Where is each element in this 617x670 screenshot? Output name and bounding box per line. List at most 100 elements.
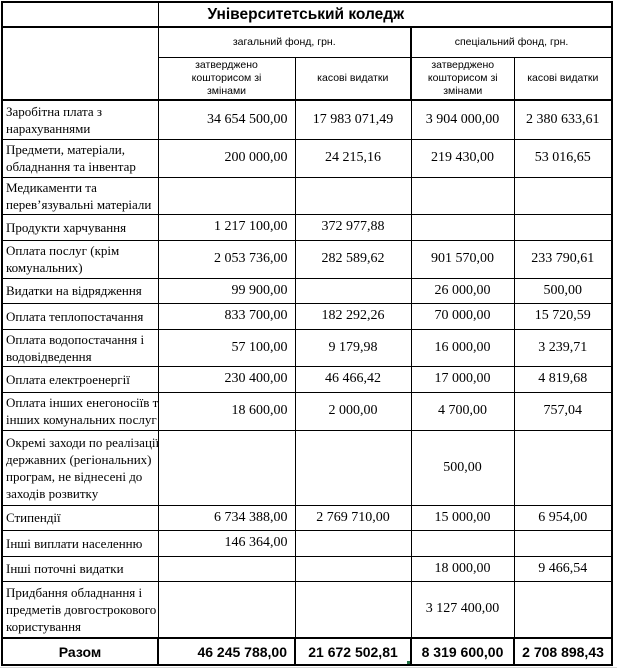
- value-cell[interactable]: 282 589,62: [294, 239, 412, 279]
- value-cell[interactable]: 1 217 100,00: [157, 213, 296, 241]
- value-cell[interactable]: 16 000,00: [410, 328, 515, 367]
- value-cell[interactable]: 182 292,26: [294, 302, 412, 330]
- value-cell[interactable]: [157, 176, 296, 215]
- total-value-cell[interactable]: 46 245 788,00: [157, 637, 296, 666]
- value-cell[interactable]: 2 053 736,00: [157, 239, 296, 279]
- value-cell[interactable]: [157, 580, 296, 639]
- value-cell[interactable]: 500,00: [513, 277, 613, 304]
- value-cell[interactable]: 3 904 000,00: [410, 99, 515, 140]
- value-cell[interactable]: [513, 213, 613, 241]
- value-cell[interactable]: 6 734 388,00: [157, 504, 296, 531]
- value-cell[interactable]: [294, 176, 412, 215]
- row-label[interactable]: Оплата інших енегоносіїв та інших комуна…: [1, 391, 159, 431]
- value-cell[interactable]: 15 720,59: [513, 302, 613, 330]
- table-row: Видатки на відрядження 99 900,00 26 000,…: [1, 277, 613, 304]
- row-label[interactable]: Оплата електроенергії: [1, 365, 159, 393]
- value-cell[interactable]: 6 954,00: [513, 504, 613, 531]
- value-cell[interactable]: 26 000,00: [410, 277, 515, 304]
- fill-handle[interactable]: [406, 660, 409, 663]
- value-cell[interactable]: 18 600,00: [157, 391, 296, 431]
- value-cell[interactable]: 2 380 633,61: [513, 99, 613, 140]
- value-cell[interactable]: [294, 529, 412, 557]
- fund-header-special[interactable]: спеціальний фонд, грн.: [409, 26, 613, 58]
- total-value-cell[interactable]: 2 708 898,43: [512, 637, 614, 666]
- value-cell[interactable]: 372 977,88: [294, 213, 412, 241]
- value-cell[interactable]: [513, 176, 613, 215]
- row-label[interactable]: Заробітна плата з нарахуваннями: [1, 99, 159, 140]
- value-cell[interactable]: [513, 580, 613, 639]
- row-label[interactable]: Оплата водопостачання і водовідведення: [1, 328, 159, 367]
- value-cell[interactable]: 17 983 071,49: [294, 99, 412, 140]
- row-label[interactable]: Інші виплати населенню: [1, 529, 159, 557]
- value-cell[interactable]: [294, 580, 412, 639]
- table-row: Заробітна плата з нарахуваннями 34 654 5…: [1, 99, 613, 140]
- value-cell[interactable]: 9 466,54: [513, 555, 613, 582]
- value-cell[interactable]: [294, 429, 412, 506]
- fund-header-general[interactable]: загальний фонд, грн.: [157, 26, 412, 58]
- row-label[interactable]: Інші поточні видатки: [1, 555, 159, 582]
- cell-empty-label-header[interactable]: [1, 26, 159, 101]
- value-cell[interactable]: [294, 277, 412, 304]
- value-cell[interactable]: 146 364,00: [157, 529, 296, 557]
- value-cell[interactable]: 2 000,00: [294, 391, 412, 431]
- value-cell[interactable]: 15 000,00: [410, 504, 515, 531]
- value-cell[interactable]: 4 700,00: [410, 391, 515, 431]
- total-value-cell[interactable]: 8 319 600,00: [410, 637, 515, 666]
- cell-empty-corner[interactable]: [1, 1, 159, 28]
- value-cell[interactable]: [513, 529, 613, 557]
- total-label[interactable]: Разом: [1, 637, 159, 666]
- total-row: Разом 46 245 788,00 21 672 502,81 8 319 …: [1, 637, 614, 666]
- value-cell[interactable]: [157, 555, 296, 582]
- row-label[interactable]: Видатки на відрядження: [1, 277, 159, 304]
- value-cell[interactable]: 34 654 500,00: [157, 99, 296, 140]
- value-cell[interactable]: 2 769 710,00: [294, 504, 412, 531]
- colhead-general-cash[interactable]: касові видатки: [294, 56, 412, 101]
- value-cell[interactable]: 230 400,00: [157, 365, 296, 393]
- value-cell[interactable]: 4 819,68: [513, 365, 613, 393]
- value-cell[interactable]: [410, 529, 515, 557]
- row-label[interactable]: Медикаменти та перев’язувальні матеріали: [1, 176, 159, 215]
- page-title[interactable]: Університетський коледж: [157, 1, 613, 28]
- value-cell[interactable]: 833 700,00: [157, 302, 296, 330]
- selected-cell[interactable]: 21 672 502,81: [294, 637, 412, 666]
- row-label[interactable]: Стипендії: [1, 504, 159, 531]
- row-label[interactable]: Оплата теплопостачання: [1, 302, 159, 330]
- value-cell[interactable]: [513, 429, 613, 506]
- value-cell[interactable]: 57 100,00: [157, 328, 296, 367]
- value-cell[interactable]: 901 570,00: [410, 239, 515, 279]
- value-cell[interactable]: 200 000,00: [157, 138, 296, 178]
- value-cell[interactable]: [410, 213, 515, 241]
- row-label[interactable]: Оплата послуг (крім комунальних): [1, 239, 159, 279]
- value-cell[interactable]: 18 000,00: [410, 555, 515, 582]
- colhead-special-approved[interactable]: затверджено кошторисом зі змінами: [410, 56, 515, 101]
- value-cell[interactable]: 3 239,71: [513, 328, 613, 367]
- row-label[interactable]: Придбання обладнання і предметів довгост…: [1, 580, 159, 639]
- row-label[interactable]: Продукти харчування: [1, 213, 159, 241]
- table-row: Оплата теплопостачання 833 700,00 182 29…: [1, 302, 613, 330]
- row-label[interactable]: Окремі заходи по реалізації державних (р…: [1, 429, 159, 506]
- value-cell[interactable]: [294, 555, 412, 582]
- colhead-general-approved[interactable]: затверджено кошторисом зі змінами: [157, 56, 296, 101]
- value-cell[interactable]: 9 179,98: [294, 328, 412, 367]
- table-row: Оплата послуг (крім комунальних) 2 053 7…: [1, 239, 613, 279]
- row-label[interactable]: Предмети, матеріали, обладнання та інвен…: [1, 138, 159, 178]
- value-cell[interactable]: 500,00: [410, 429, 515, 506]
- value-cell[interactable]: 99 900,00: [157, 277, 296, 304]
- table-row: Продукти харчування 1 217 100,00 372 977…: [1, 213, 613, 241]
- value-cell[interactable]: 757,04: [513, 391, 613, 431]
- value-cell[interactable]: 70 000,00: [410, 302, 515, 330]
- value-cell[interactable]: 3 127 400,00: [410, 580, 515, 639]
- value-cell[interactable]: 46 466,42: [294, 365, 412, 393]
- value-cell[interactable]: 24 215,16: [294, 138, 412, 178]
- value-cell[interactable]: 53 016,65: [513, 138, 613, 178]
- title-row: Університетський коледж: [1, 1, 613, 28]
- value-cell[interactable]: [410, 176, 515, 215]
- value-cell[interactable]: [157, 429, 296, 506]
- value-cell[interactable]: 233 790,61: [513, 239, 613, 279]
- table-row: Оплата водопостачання і водовідведення 5…: [1, 328, 613, 367]
- value-cell[interactable]: 219 430,00: [410, 138, 515, 178]
- value-cell[interactable]: 17 000,00: [410, 365, 515, 393]
- colhead-special-cash[interactable]: касові видатки: [513, 56, 613, 101]
